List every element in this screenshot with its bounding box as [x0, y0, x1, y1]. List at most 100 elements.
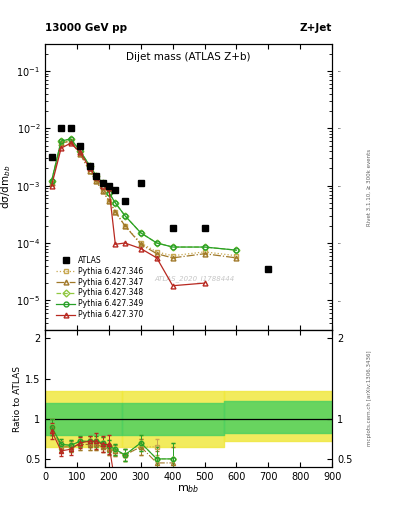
Line: Pythia 6.427.347: Pythia 6.427.347	[49, 139, 239, 260]
Pythia 6.427.349	[123, 212, 127, 219]
ATLAS	[107, 183, 111, 189]
Pythia 6.427.370	[154, 255, 159, 261]
ATLAS	[123, 198, 127, 204]
Pythia 6.427.347	[94, 178, 99, 184]
Pythia 6.427.348	[138, 230, 143, 236]
Pythia 6.427.346	[123, 223, 127, 229]
ATLAS	[100, 180, 105, 186]
X-axis label: m$_{bb}$: m$_{bb}$	[177, 483, 200, 495]
Line: Pythia 6.427.348: Pythia 6.427.348	[49, 137, 239, 252]
Text: ATLAS_2020_I1788444: ATLAS_2020_I1788444	[154, 275, 235, 282]
Pythia 6.427.370	[100, 183, 105, 189]
Pythia 6.427.347	[107, 198, 111, 204]
Pythia 6.427.348	[107, 190, 111, 196]
Pythia 6.427.346	[68, 138, 73, 144]
Text: Rivet 3.1.10, ≥ 300k events: Rivet 3.1.10, ≥ 300k events	[367, 148, 372, 225]
Pythia 6.427.370	[94, 174, 99, 180]
ATLAS	[88, 163, 92, 169]
Pythia 6.427.348	[68, 136, 73, 142]
Text: Dijet mass (ATLAS Z+b): Dijet mass (ATLAS Z+b)	[127, 52, 251, 62]
Legend: ATLAS, Pythia 6.427.346, Pythia 6.427.347, Pythia 6.427.348, Pythia 6.427.349, P: ATLAS, Pythia 6.427.346, Pythia 6.427.34…	[55, 254, 145, 321]
Pythia 6.427.348	[100, 180, 105, 186]
Line: Pythia 6.427.370: Pythia 6.427.370	[49, 141, 207, 288]
Pythia 6.427.347	[138, 241, 143, 247]
Pythia 6.427.349	[49, 178, 54, 184]
Pythia 6.427.348	[59, 138, 64, 144]
Text: mcplots.cern.ch [arXiv:1306.3436]: mcplots.cern.ch [arXiv:1306.3436]	[367, 351, 372, 446]
Pythia 6.427.348	[123, 212, 127, 219]
Pythia 6.427.370	[107, 185, 111, 191]
ATLAS	[113, 186, 118, 193]
Pythia 6.427.347	[154, 251, 159, 257]
Pythia 6.427.348	[170, 244, 175, 250]
Pythia 6.427.348	[154, 240, 159, 246]
Pythia 6.427.347	[234, 255, 239, 261]
Y-axis label: Ratio to ATLAS: Ratio to ATLAS	[13, 366, 22, 432]
Line: ATLAS: ATLAS	[48, 125, 272, 272]
Text: Z+Jet: Z+Jet	[300, 23, 332, 33]
Pythia 6.427.370	[113, 241, 118, 247]
Pythia 6.427.347	[100, 188, 105, 194]
Pythia 6.427.346	[88, 168, 92, 174]
ATLAS	[170, 225, 175, 231]
Pythia 6.427.346	[107, 198, 111, 204]
Line: Pythia 6.427.349: Pythia 6.427.349	[49, 137, 239, 252]
Y-axis label: dσ/dm$_{bb}$: dσ/dm$_{bb}$	[0, 165, 13, 209]
Pythia 6.427.349	[234, 247, 239, 253]
Pythia 6.427.346	[202, 249, 207, 255]
Pythia 6.427.346	[49, 180, 54, 186]
Pythia 6.427.349	[202, 244, 207, 250]
ATLAS	[78, 142, 83, 148]
Pythia 6.427.349	[100, 180, 105, 186]
Pythia 6.427.347	[88, 168, 92, 174]
Pythia 6.427.348	[113, 200, 118, 206]
Text: 13000 GeV pp: 13000 GeV pp	[45, 23, 127, 33]
Pythia 6.427.370	[88, 165, 92, 172]
Pythia 6.427.348	[78, 148, 83, 154]
Pythia 6.427.347	[170, 255, 175, 261]
Pythia 6.427.349	[154, 240, 159, 246]
Pythia 6.427.347	[59, 140, 64, 146]
Pythia 6.427.348	[202, 244, 207, 250]
Pythia 6.427.370	[170, 283, 175, 289]
Pythia 6.427.370	[138, 245, 143, 251]
Pythia 6.427.346	[94, 178, 99, 184]
Pythia 6.427.348	[94, 173, 99, 179]
Pythia 6.427.349	[59, 138, 64, 144]
ATLAS	[59, 125, 64, 132]
Line: Pythia 6.427.346: Pythia 6.427.346	[49, 139, 239, 258]
Pythia 6.427.370	[78, 150, 83, 156]
Pythia 6.427.370	[202, 280, 207, 286]
Pythia 6.427.348	[234, 247, 239, 253]
Pythia 6.427.347	[78, 152, 83, 158]
Pythia 6.427.349	[94, 173, 99, 179]
Pythia 6.427.347	[49, 180, 54, 186]
ATLAS	[266, 266, 271, 272]
Pythia 6.427.346	[170, 252, 175, 259]
Pythia 6.427.346	[154, 249, 159, 255]
Pythia 6.427.346	[138, 240, 143, 246]
Pythia 6.427.370	[59, 145, 64, 151]
Pythia 6.427.347	[68, 138, 73, 144]
Pythia 6.427.348	[49, 178, 54, 184]
ATLAS	[68, 125, 73, 132]
Pythia 6.427.370	[123, 240, 127, 246]
Pythia 6.427.349	[170, 244, 175, 250]
Pythia 6.427.349	[138, 230, 143, 236]
Pythia 6.427.347	[202, 251, 207, 257]
Pythia 6.427.346	[113, 209, 118, 215]
Pythia 6.427.370	[68, 140, 73, 146]
ATLAS	[202, 225, 207, 231]
Pythia 6.427.346	[234, 252, 239, 259]
Pythia 6.427.347	[123, 223, 127, 229]
Pythia 6.427.349	[88, 163, 92, 169]
Pythia 6.427.347	[113, 209, 118, 215]
Pythia 6.427.348	[88, 163, 92, 169]
Pythia 6.427.349	[68, 136, 73, 142]
Pythia 6.427.349	[113, 200, 118, 206]
Pythia 6.427.346	[59, 140, 64, 146]
Pythia 6.427.349	[78, 148, 83, 154]
ATLAS	[94, 173, 99, 179]
ATLAS	[138, 180, 143, 186]
ATLAS	[49, 154, 54, 160]
